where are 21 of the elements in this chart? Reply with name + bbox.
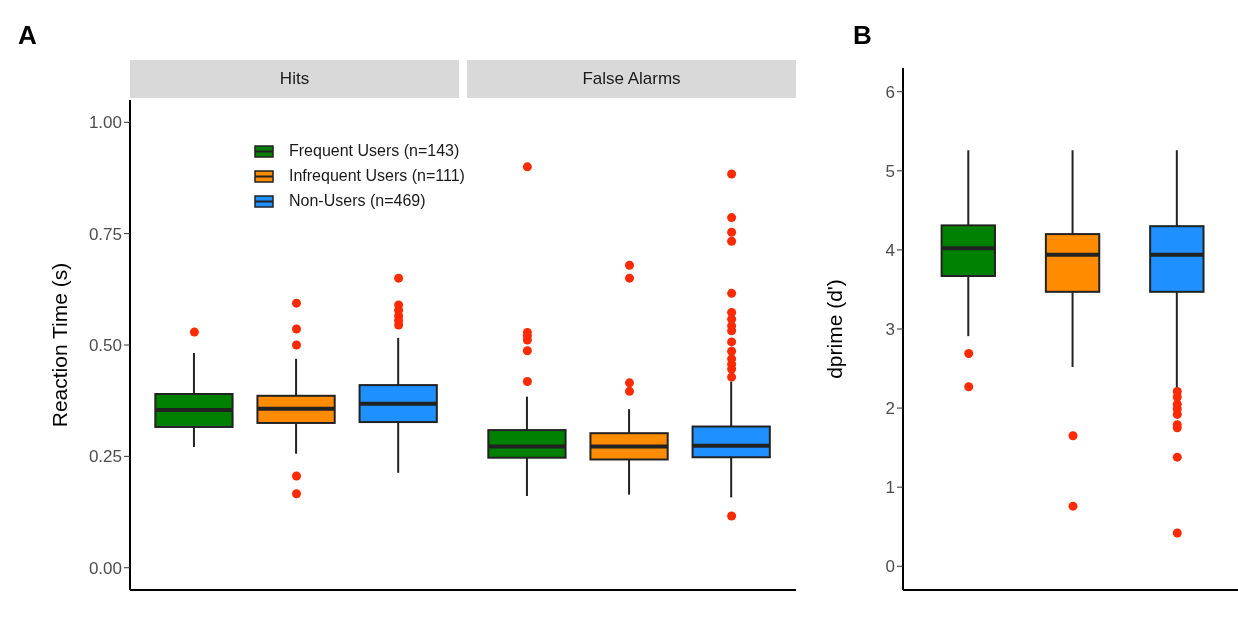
y-tick-label: 0.50 [88,336,122,356]
y-tick-label: 0.25 [88,447,122,467]
x-tick-label: Hits [130,60,459,98]
y-tick-label: 0 [885,557,895,577]
y-tick-label: 0.00 [88,558,122,578]
y-tick-label: 1.00 [88,113,122,133]
y-axis-title: dprime (d') [823,279,847,379]
legend-label: Infrequent Users (n=111) [289,166,465,186]
legend-label: Non-Users (n=469) [289,191,426,211]
y-axis-title: Reaction Time (s) [48,262,72,428]
text: B [853,20,872,51]
y-tick-label: 1 [885,478,895,498]
y-tick-label: 6 [885,82,895,102]
y-tick-label: 5 [885,161,895,181]
y-tick-label: 2 [885,399,895,419]
text: A [18,20,37,51]
legend-label: Frequent Users (n=143) [289,141,460,161]
y-tick-label: 3 [885,320,895,340]
y-tick-label: 0.75 [88,224,122,244]
y-tick-label: 4 [885,240,895,260]
x-tick-label: False Alarms [467,60,796,98]
